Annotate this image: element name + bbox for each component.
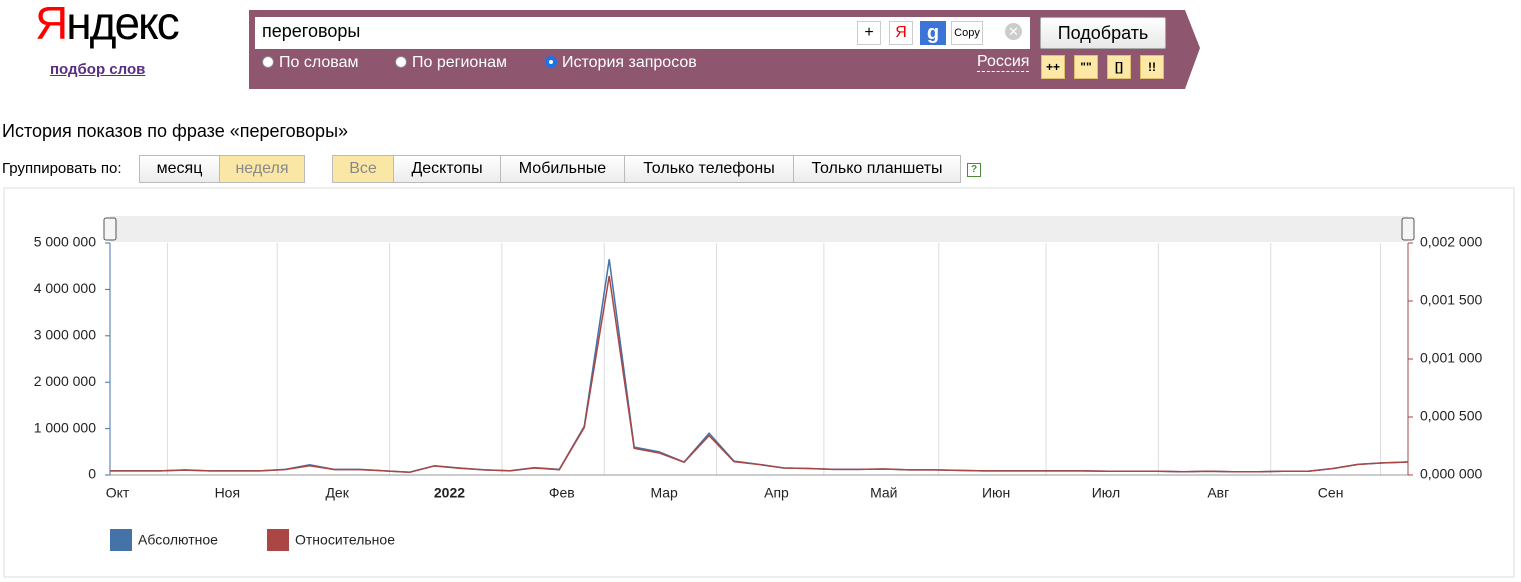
legend-label: Абсолютное xyxy=(138,532,218,548)
x-tick-label: Дек xyxy=(325,485,349,501)
x-tick-label: Июн xyxy=(982,485,1010,501)
operator-button[interactable]: "" xyxy=(1074,55,1098,79)
yandex-button[interactable]: Я xyxy=(889,21,913,45)
navigator xyxy=(110,216,1408,242)
group-button[interactable]: неделя xyxy=(219,155,305,183)
legend-label: Относительное xyxy=(295,532,395,548)
subtitle-link[interactable]: подбор слов xyxy=(50,61,146,78)
mode-label: По регионам xyxy=(412,54,508,71)
series-line xyxy=(110,275,1409,473)
x-tick-label: Сен xyxy=(1318,485,1344,501)
google-button[interactable]: g xyxy=(920,21,946,45)
device-tab[interactable]: Все xyxy=(332,155,394,183)
y2-tick-label: 0,000 000 xyxy=(1420,466,1482,482)
x-tick-label: Фев xyxy=(549,485,575,501)
x-tick-label: 2022 xyxy=(434,485,465,501)
y-tick-label: 2 000 000 xyxy=(34,373,96,389)
operator-button[interactable]: [] xyxy=(1107,55,1131,79)
y-tick-label: 1 000 000 xyxy=(34,419,96,435)
clear-button[interactable]: ✕ xyxy=(1005,23,1022,40)
mode-label: По словам xyxy=(279,54,359,71)
legend-swatch xyxy=(110,529,132,551)
region-link[interactable]: Россия xyxy=(977,53,1030,72)
mode-radio[interactable]: История запросов xyxy=(545,54,697,72)
mode-radio[interactable]: По регионам xyxy=(395,54,507,72)
chart-frame xyxy=(3,187,1515,578)
y2-tick-label: 0,001 000 xyxy=(1420,350,1482,366)
y2-tick-label: 0,001 500 xyxy=(1420,292,1482,308)
add-button[interactable]: + xyxy=(857,21,881,45)
operator-button[interactable]: ++ xyxy=(1041,55,1065,79)
series-line xyxy=(110,259,1409,473)
y2-tick-label: 0,000 500 xyxy=(1420,408,1482,424)
copy-button[interactable]: Copy xyxy=(951,21,983,45)
heading: История показов по фразе «переговоры» xyxy=(2,121,349,141)
legend-swatch xyxy=(267,529,289,551)
x-tick-label: Июл xyxy=(1092,485,1120,501)
mode-radio[interactable]: По словам xyxy=(262,54,358,72)
x-tick-label: Окт xyxy=(106,485,130,501)
device-tab[interactable]: Только планшеты xyxy=(793,155,961,183)
x-tick-label: Май xyxy=(870,485,897,501)
x-tick-label: Ноя xyxy=(215,485,240,501)
y2-tick-label: 0,002 000 xyxy=(1420,234,1482,250)
y-tick-label: 3 000 000 xyxy=(34,327,96,343)
x-tick-label: Авг xyxy=(1207,485,1229,501)
group-button[interactable]: месяц xyxy=(139,155,220,183)
device-tab[interactable]: Мобильные xyxy=(500,155,625,183)
logo[interactable]: Яндекс xyxy=(35,0,180,49)
group-label: Группировать по: xyxy=(2,160,122,177)
mode-label: История запросов xyxy=(562,54,697,71)
y-tick-label: 5 000 000 xyxy=(34,234,96,250)
x-tick-label: Мар xyxy=(650,485,678,501)
device-tab[interactable]: Десктопы xyxy=(393,155,501,183)
search-input[interactable] xyxy=(255,17,1030,49)
help-icon[interactable]: ? xyxy=(967,163,981,177)
navigator-handle xyxy=(103,217,117,241)
y-tick-label: 4 000 000 xyxy=(34,280,96,296)
device-tab[interactable]: Только телефоны xyxy=(624,155,794,183)
navigator-handle xyxy=(1401,217,1415,241)
y-tick-label: 0 xyxy=(88,466,96,482)
operator-button[interactable]: !! xyxy=(1140,55,1164,79)
query-text[interactable]: переговоры xyxy=(262,21,361,41)
submit-button[interactable]: Подобрать xyxy=(1040,17,1166,49)
x-tick-label: Апр xyxy=(764,485,789,501)
